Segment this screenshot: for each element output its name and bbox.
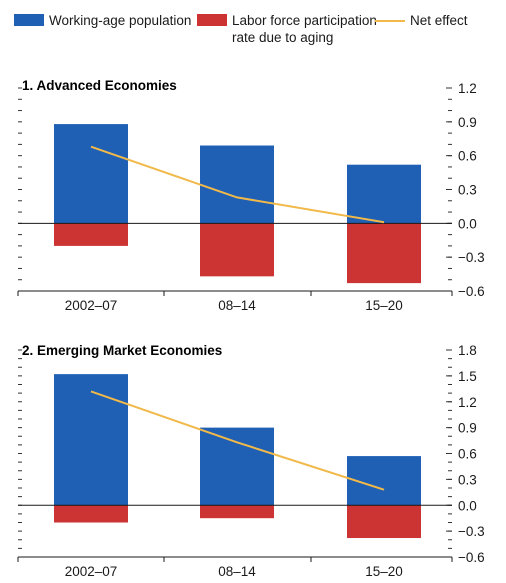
- legend-swatch-blue: [14, 14, 44, 26]
- y-tick-label: 0.6: [458, 447, 477, 462]
- legend-label: Labor force participation rate due to ag…: [232, 13, 377, 45]
- bar: [54, 374, 128, 506]
- legend-item-net-effect: Net effect: [375, 12, 468, 29]
- y-tick-label: 0.3: [458, 472, 477, 487]
- legend-label: Net effect: [410, 13, 468, 28]
- net-effect-line: [90, 145, 385, 224]
- bar: [54, 505, 128, 523]
- bar: [200, 145, 274, 224]
- x-tick-label: 15–20: [365, 564, 403, 579]
- bar: [200, 427, 274, 506]
- chart-legend: Working-age population Labor force parti…: [14, 12, 504, 52]
- x-tick-label: 2002–07: [65, 564, 118, 579]
- bar: [54, 124, 128, 224]
- x-tick-label: 15–20: [365, 298, 403, 313]
- bar: [200, 505, 274, 519]
- y-tick-label: 0.6: [458, 149, 477, 164]
- y-tick-label: 0.0: [458, 498, 477, 513]
- bar: [347, 456, 421, 506]
- bar: [347, 164, 421, 224]
- y-tick-label: 0.9: [458, 115, 477, 130]
- bar: [347, 505, 421, 539]
- y-tick-label: 1.2: [458, 395, 477, 410]
- panel-title: 2. Emerging Market Economies: [22, 343, 222, 358]
- y-tick-label: 1.2: [458, 81, 477, 96]
- panel-title: 1. Advanced Economies: [22, 78, 177, 93]
- y-tick-label: −0.6: [458, 284, 485, 299]
- y-tick-label: 0.0: [458, 216, 477, 231]
- y-tick-label: −0.6: [458, 550, 485, 565]
- y-tick-label: 0.9: [458, 421, 477, 436]
- net-effect-line: [90, 390, 385, 491]
- y-tick-label: 0.3: [458, 183, 477, 198]
- y-tick-label: −0.3: [458, 250, 485, 265]
- bar: [54, 223, 128, 246]
- legend-swatch-line: [375, 20, 405, 22]
- y-tick-label: 1.8: [458, 343, 477, 358]
- legend-item-working-age: Working-age population: [14, 12, 191, 29]
- x-tick-label: 2002–07: [65, 298, 118, 313]
- y-tick-label: −0.3: [458, 524, 485, 539]
- x-tick-label: 08–14: [218, 298, 256, 313]
- bar: [200, 223, 274, 277]
- y-tick-label: 1.5: [458, 369, 477, 384]
- legend-label: Working-age population: [49, 13, 192, 28]
- legend-item-lfpr: Labor force participation rate due to ag…: [197, 12, 377, 46]
- bar: [347, 223, 421, 284]
- x-tick-label: 08–14: [218, 564, 256, 579]
- legend-swatch-red: [197, 14, 227, 26]
